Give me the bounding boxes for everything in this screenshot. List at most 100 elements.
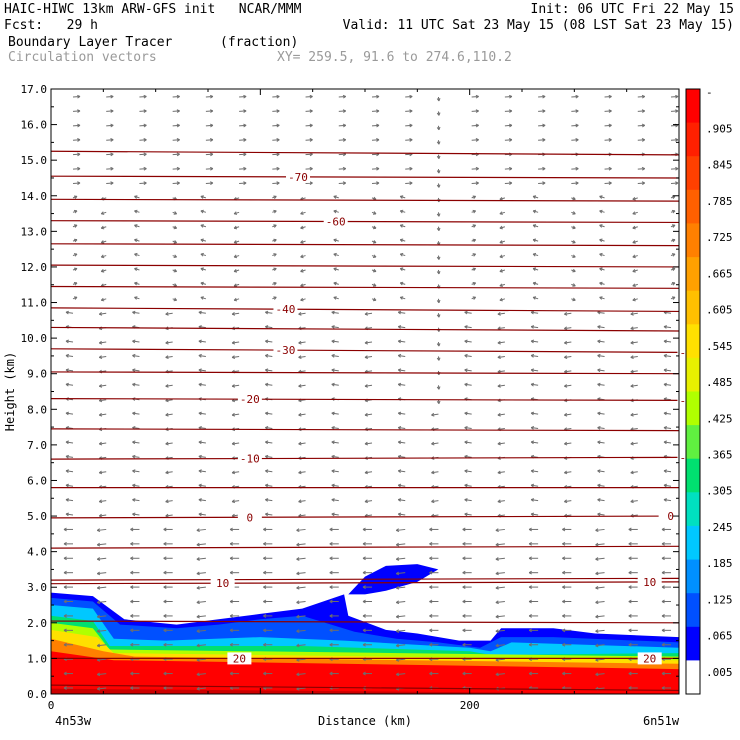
y-tick-label: 2.0 <box>27 617 47 630</box>
circulation-vector <box>298 470 306 475</box>
circulation-vector <box>431 499 439 504</box>
circulation-vector <box>471 282 477 286</box>
circulation-vector <box>134 281 140 286</box>
circulation-vector <box>395 629 406 633</box>
temperature-contour <box>50 326 680 332</box>
circulation-vector <box>198 440 206 445</box>
circulation-vector <box>331 498 339 502</box>
circulation-vector <box>96 614 107 619</box>
circulation-vector <box>265 368 273 373</box>
circulation-vector <box>331 426 339 430</box>
circulation-vector <box>495 528 505 533</box>
circulation-vector <box>637 123 646 128</box>
circulation-vector <box>397 353 406 358</box>
circulation-vector <box>263 541 273 546</box>
circulation-vector <box>670 138 679 142</box>
colorbar-label: .365 <box>706 449 733 462</box>
circulation-vector <box>172 152 180 157</box>
circulation-vector <box>72 224 78 228</box>
colorbar-label: .785 <box>706 195 733 208</box>
circulation-vector <box>429 599 439 604</box>
circulation-vector <box>495 557 505 561</box>
circulation-vector <box>371 254 377 258</box>
circulation-vector <box>630 441 638 446</box>
circulation-vector <box>165 384 173 388</box>
circulation-vector <box>196 629 206 633</box>
circulation-vector <box>663 368 672 373</box>
circulation-vector <box>661 527 671 532</box>
circulation-vector <box>163 671 173 676</box>
circulation-vector <box>200 224 207 228</box>
circulation-vector <box>231 470 240 475</box>
circulation-vector <box>65 353 74 358</box>
y-tick-label: 16.0 <box>21 119 48 132</box>
circulation-vector <box>362 541 372 546</box>
circulation-vector <box>371 268 377 273</box>
circulation-vector <box>329 570 339 575</box>
y-tick-label: 3.0 <box>27 581 47 594</box>
circulation-vector <box>362 642 372 647</box>
circulation-vector <box>628 527 638 532</box>
circulation-vector <box>98 355 107 359</box>
circulation-vector <box>395 614 406 619</box>
circulation-vector <box>530 440 539 445</box>
circulation-vector <box>165 412 173 417</box>
circulation-vector <box>72 238 78 243</box>
circulation-vector <box>364 412 373 417</box>
circulation-vector <box>300 225 306 230</box>
circulation-vector <box>471 94 479 99</box>
circulation-vector <box>604 94 612 99</box>
circulation-vector <box>564 412 572 417</box>
circulation-vector <box>564 384 572 388</box>
circulation-vector <box>604 181 612 186</box>
circulation-vector <box>329 541 339 546</box>
colorbar-swatch <box>686 290 700 325</box>
circulation-vector <box>499 225 506 230</box>
circulation-vector <box>65 454 74 459</box>
circulation-vector <box>263 570 273 575</box>
circulation-vector <box>530 368 539 373</box>
circulation-vector <box>371 297 377 302</box>
circulation-vector <box>632 211 638 215</box>
circulation-vector <box>329 671 339 676</box>
circulation-vector <box>397 512 406 517</box>
circulation-vector <box>595 643 605 648</box>
circulation-vector <box>331 310 339 315</box>
circulation-vector <box>132 310 140 315</box>
temperature-contour <box>50 243 680 247</box>
circulation-vector <box>130 642 140 647</box>
circulation-vector <box>205 94 214 99</box>
colorbar-swatch <box>686 559 700 594</box>
circulation-vector <box>333 195 339 199</box>
circulation-vector <box>528 527 539 532</box>
circulation-vector <box>331 382 339 387</box>
contour-label: 0 <box>247 511 254 524</box>
circulation-vector <box>599 238 605 243</box>
circulation-vector <box>436 399 441 405</box>
circulation-vector <box>100 254 107 259</box>
circulation-vector <box>72 138 81 142</box>
circulation-vector <box>72 253 78 257</box>
circulation-vector <box>96 528 107 533</box>
circulation-vector <box>530 353 539 358</box>
circulation-vector <box>504 94 513 99</box>
circulation-vector <box>265 469 273 473</box>
circulation-vector <box>172 94 180 99</box>
circulation-vector <box>532 267 539 271</box>
circulation-vector <box>132 469 140 473</box>
circulation-vector <box>571 240 576 244</box>
circulation-vector <box>296 614 306 619</box>
field-units: (fraction) <box>220 35 299 50</box>
circulation-vector <box>263 671 273 676</box>
circulation-vector <box>65 368 74 373</box>
circulation-vector <box>298 412 306 417</box>
circulation-vector <box>429 642 439 647</box>
y-tick-label: 15.0 <box>21 154 48 167</box>
circulation-vector <box>464 469 472 474</box>
circulation-vector <box>399 224 406 228</box>
circulation-vector <box>298 384 306 388</box>
circulation-vector <box>564 340 572 345</box>
circulation-vector <box>63 585 73 589</box>
circulation-vector <box>165 499 173 504</box>
circulation-vector <box>298 441 306 446</box>
